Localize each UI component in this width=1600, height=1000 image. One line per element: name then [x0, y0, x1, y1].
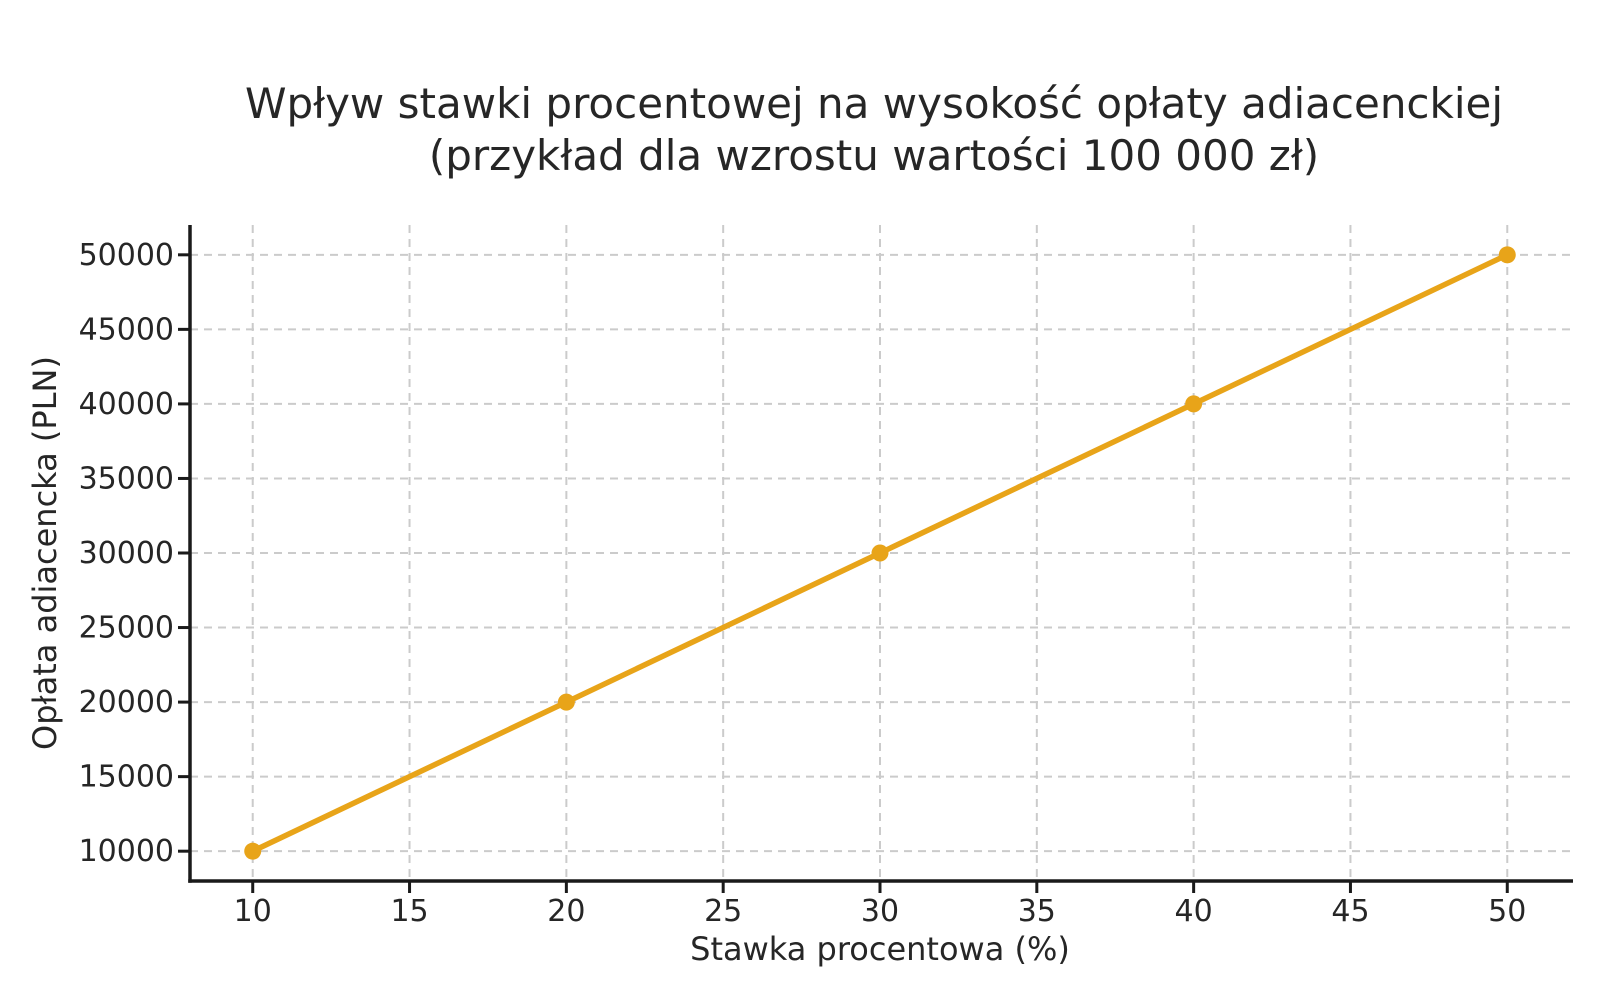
- x-tick-label: 50: [1488, 894, 1526, 929]
- x-tick-label: 35: [1018, 894, 1056, 929]
- x-tick-label: 40: [1175, 894, 1213, 929]
- chart-title: Wpływ stawki procentowej na wysokość opł…: [245, 79, 1503, 128]
- y-axis-label: Opłata adiacencka (PLN): [26, 356, 64, 750]
- x-tick-label: 20: [547, 894, 585, 929]
- y-tick-label: 30000: [79, 536, 174, 571]
- x-tick-label: 15: [390, 894, 428, 929]
- y-tick-label: 35000: [79, 461, 174, 496]
- y-tick-label: 20000: [79, 685, 174, 720]
- chart-subtitle: (przykład dla wzrostu wartości 100 000 z…: [429, 131, 1319, 180]
- x-tick-label: 30: [861, 894, 899, 929]
- data-point-marker: [244, 842, 262, 860]
- y-tick-label: 10000: [79, 834, 174, 869]
- axis-layer: [178, 225, 1573, 893]
- data-point-marker: [1185, 395, 1203, 413]
- data-point-marker: [557, 693, 575, 711]
- x-tick-label: 10: [234, 894, 272, 929]
- x-axis-label: Stawka procentowa (%): [690, 930, 1070, 968]
- data-series-layer: [244, 246, 1516, 860]
- x-tick-label: 25: [704, 894, 742, 929]
- data-point-marker: [871, 544, 889, 562]
- y-tick-label: 45000: [79, 312, 174, 347]
- y-tick-label: 50000: [79, 238, 174, 273]
- y-tick-label: 25000: [79, 611, 174, 646]
- tick-label-layer: 10 15 20 25 30 35 40 45 50 10000 15000 20000 25000 30…: [79, 238, 1527, 929]
- y-tick-label: 40000: [79, 387, 174, 422]
- y-tick-label: 15000: [79, 760, 174, 795]
- grid-layer: [190, 225, 1570, 881]
- x-tick-label: 45: [1331, 894, 1369, 929]
- data-point-marker: [1498, 246, 1516, 264]
